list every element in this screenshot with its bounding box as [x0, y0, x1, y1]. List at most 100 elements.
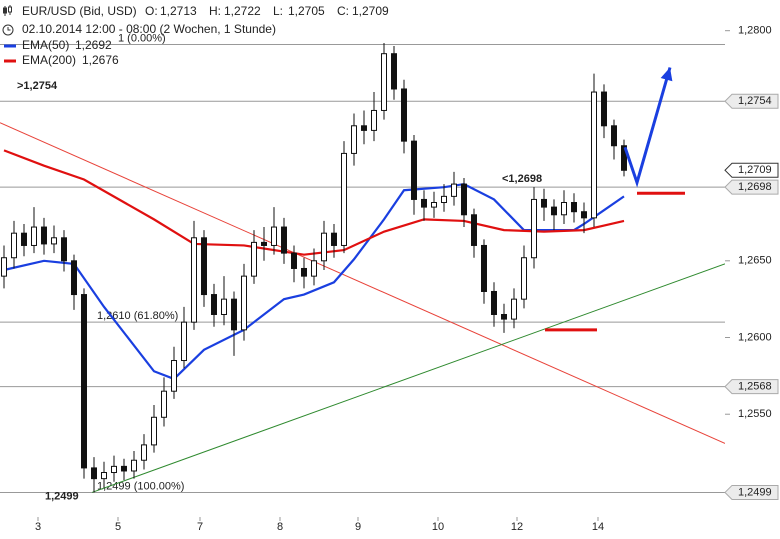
ohlc-label: O: [145, 4, 158, 18]
candle-body [541, 198, 547, 208]
candle-body [31, 226, 37, 246]
candle-body [231, 298, 237, 331]
candle-body [131, 459, 137, 472]
ohlc-value: 1,2709 [352, 4, 389, 18]
candle-body [611, 125, 617, 147]
candle-body [111, 465, 117, 474]
forecast-arrow [623, 67, 672, 188]
subtitle: 02.10.2014 12:00 - 08:00 (2 Wochen, 1 St… [22, 22, 276, 36]
candle-body [341, 152, 347, 246]
chart-title: EUR/USD (Bid, USD) [22, 4, 137, 18]
candle-body [221, 298, 227, 315]
ohlc-value: 1,2705 [288, 4, 325, 18]
candle-body [241, 275, 247, 331]
candle-body [511, 298, 517, 320]
annotation: >1,2754 [17, 80, 58, 92]
candle-body [621, 145, 627, 171]
ohlc-label: H: [209, 4, 221, 18]
price-label-box [724, 379, 779, 395]
candle-body [521, 257, 527, 300]
candle-body [181, 321, 187, 362]
candle-body [201, 237, 207, 296]
clock-icon [2, 24, 14, 36]
candle-body [291, 252, 297, 269]
x-tick-label: 7 [197, 521, 203, 533]
x-tick-label: 14 [592, 521, 604, 533]
candle-body [461, 183, 467, 216]
price-label: 1,2709 [738, 164, 772, 176]
candle-body [101, 472, 107, 480]
plot-area: 1 (0.00%) 1,2610 (61.80%) 1,2499 (100.00%)… [0, 32, 725, 502]
candle-body [321, 232, 327, 262]
symbol-icon [3, 5, 12, 16]
overlay: EUR/USD (Bid, USD) 02.10.2014 12:00 - 08… [2, 4, 389, 67]
legend-label: EMA(200) [22, 53, 76, 67]
price-label: 1,2568 [738, 381, 772, 393]
candle-body [421, 198, 427, 208]
legend-value: 1,2676 [82, 53, 119, 67]
annotation: <1,2698 [502, 173, 542, 185]
price-label: 1,2698 [738, 181, 772, 193]
candle-body [151, 416, 157, 446]
candle-body [471, 214, 477, 246]
candle-body [451, 183, 457, 197]
candle-body [561, 202, 567, 216]
candle-body [121, 465, 127, 472]
candle-body [571, 202, 577, 213]
price-label-box [724, 179, 779, 195]
candle-body [271, 226, 277, 246]
trendline [91, 263, 725, 493]
candle-body [501, 313, 507, 320]
candle-body [161, 390, 167, 418]
x-tick-label: 8 [277, 521, 283, 533]
y-tick-label: 1,2550 [738, 408, 772, 420]
candle-body [531, 198, 537, 259]
candle-body [601, 91, 607, 127]
candle-body [301, 267, 307, 277]
candle-body [431, 202, 437, 208]
candle-body [171, 360, 177, 392]
candle-body [591, 91, 597, 219]
candle-body [371, 109, 377, 131]
x-tick-label: 3 [35, 521, 41, 533]
candle-body [11, 232, 17, 259]
price-label-box [724, 484, 779, 500]
ohlc-label: L: [273, 4, 283, 18]
candle-body [441, 195, 447, 204]
candle-body [551, 206, 557, 216]
fib-label: 1 (0.00%) [118, 32, 166, 44]
price-label: 1,2754 [738, 95, 772, 107]
candle-body [21, 232, 27, 246]
x-tick-label: 10 [432, 521, 444, 533]
price-label: 1,2499 [738, 486, 772, 498]
candle-body [261, 241, 267, 246]
fib-label: 1,2610 (61.80%) [97, 310, 178, 322]
candle-body [361, 125, 367, 131]
arrow-head [660, 67, 673, 82]
candle-body [211, 294, 217, 315]
candle-body [81, 294, 87, 469]
candle-body [481, 244, 487, 292]
candle-body [141, 444, 147, 461]
ema-line [3, 149, 625, 256]
candle-body [61, 237, 67, 262]
annotation: 1,2499 [45, 490, 79, 502]
x-tick-label: 5 [115, 521, 121, 533]
candle-body [191, 237, 197, 323]
ohlc-label: C: [337, 4, 349, 18]
legend-label: EMA(50) [22, 38, 69, 52]
fib-label: 1,2499 (100.00%) [97, 480, 184, 492]
candle-body [281, 226, 287, 254]
candle-body [351, 125, 357, 154]
legend-value: 1,2692 [75, 38, 112, 52]
candle-body [331, 232, 337, 246]
candle-body [491, 290, 497, 315]
price-label-box [724, 93, 779, 109]
candle-body [41, 226, 47, 245]
candle-body [51, 237, 57, 245]
candle-body [581, 211, 587, 219]
price-label-box [724, 162, 779, 178]
